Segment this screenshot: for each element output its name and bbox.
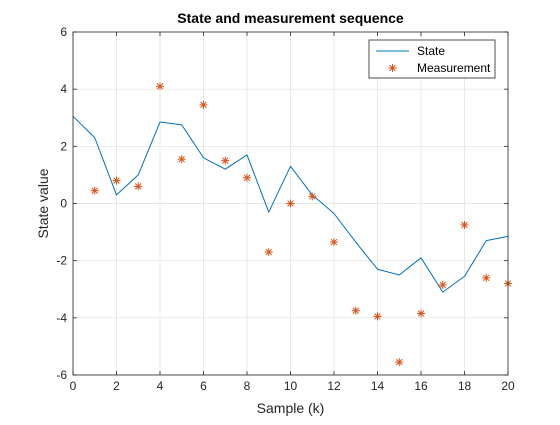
x-tick-label: 18 bbox=[458, 379, 472, 393]
y-tick-label: 2 bbox=[60, 139, 67, 153]
legend-entry-label: State bbox=[417, 44, 445, 58]
legend-box bbox=[368, 39, 496, 79]
y-tick-label: 6 bbox=[60, 25, 67, 39]
measurement-point bbox=[395, 358, 404, 367]
legend-measurement-swatch bbox=[388, 64, 397, 72]
x-tick-label: 6 bbox=[200, 379, 207, 393]
measurement-point bbox=[460, 220, 469, 229]
y-tick-label: 0 bbox=[60, 197, 67, 211]
y-axis-label: State value bbox=[35, 168, 51, 238]
measurement-point bbox=[156, 82, 164, 91]
state-series-line bbox=[72, 115, 509, 293]
measurement-point bbox=[373, 312, 382, 321]
x-tick-label: 14 bbox=[371, 379, 385, 393]
measurement-point bbox=[221, 156, 230, 165]
x-axis-label: Sample (k) bbox=[257, 400, 325, 416]
measurement-point bbox=[330, 238, 338, 247]
measurement-point bbox=[134, 182, 143, 191]
chart-title: State and measurement sequence bbox=[177, 10, 404, 26]
ticks: 0 2 4 6 8 10 12 14 16 18 20 -6 -4 -2 0 2 4 6 bbox=[56, 25, 515, 393]
measurement-point bbox=[243, 173, 251, 182]
measurement-point bbox=[199, 100, 208, 109]
measurement-point bbox=[417, 309, 425, 318]
measurement-point bbox=[264, 248, 273, 257]
measurement-point bbox=[438, 280, 447, 289]
x-tick-label: 0 bbox=[70, 379, 77, 393]
measurement-point bbox=[177, 155, 186, 164]
x-tick-label: 16 bbox=[414, 379, 428, 393]
x-tick-label: 8 bbox=[244, 379, 251, 393]
y-tick-label: -2 bbox=[56, 254, 67, 268]
measurement-point bbox=[286, 199, 295, 208]
y-tick-label: -6 bbox=[56, 368, 67, 382]
x-tick-label: 4 bbox=[157, 379, 164, 393]
x-tick-label: 20 bbox=[501, 379, 515, 393]
x-tick-label: 2 bbox=[113, 379, 120, 393]
measurement-point bbox=[351, 306, 360, 315]
x-tick-label: 10 bbox=[284, 379, 298, 393]
measurement-point bbox=[112, 176, 121, 185]
legend: State Measurement bbox=[368, 39, 496, 79]
series-layer bbox=[72, 82, 512, 367]
measurement-point bbox=[308, 192, 317, 201]
measurement-point bbox=[482, 273, 491, 282]
measurement-point bbox=[90, 186, 99, 195]
legend-entry-label: Measurement bbox=[417, 61, 491, 75]
x-tick-label: 12 bbox=[327, 379, 341, 393]
y-tick-label: 4 bbox=[60, 82, 67, 96]
y-tick-label: -4 bbox=[56, 311, 67, 325]
